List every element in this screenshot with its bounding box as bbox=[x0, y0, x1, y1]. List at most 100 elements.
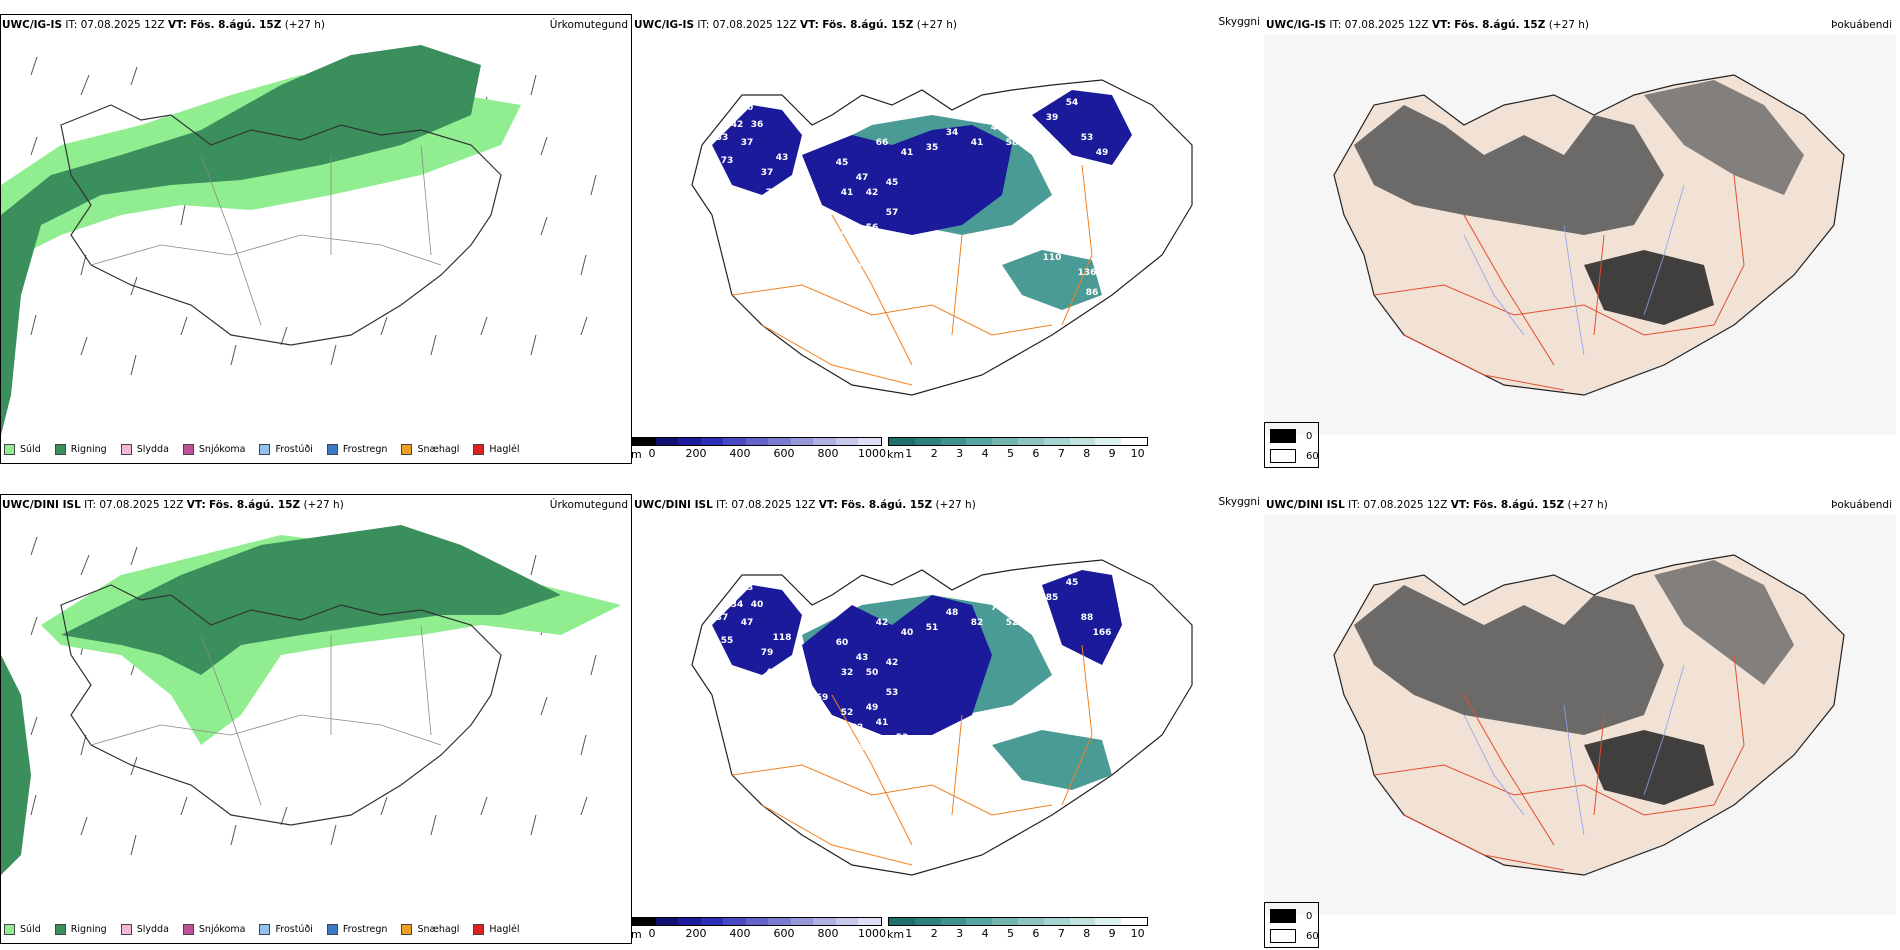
ceiling-value-label: 87 bbox=[856, 263, 869, 273]
colorbar-step bbox=[992, 438, 1018, 445]
ceiling-value-label: 53 bbox=[896, 733, 909, 743]
ceiling-value-label: 60 bbox=[836, 638, 849, 648]
ceiling-value-label: 85 bbox=[1046, 593, 1059, 603]
precip-legend-swatch bbox=[182, 444, 194, 455]
ceiling-value-label: 41 bbox=[901, 148, 914, 158]
colorbar-tick: 9 bbox=[1108, 927, 1116, 940]
colorbar-step bbox=[723, 438, 746, 445]
ceiling-value-label: 42 bbox=[876, 618, 889, 628]
fog-legend-label-0: 0 bbox=[1306, 910, 1313, 922]
precip-panel-top: UWC/IG-IS IT: 07.08.2025 12Z VT: Fös. 8.… bbox=[0, 10, 632, 465]
colorbar-tick: 0 bbox=[648, 447, 656, 460]
fog-dark-south bbox=[1584, 250, 1714, 325]
ceiling-colorbar-ticks: 0 200 400 600 800 1000 bbox=[632, 447, 887, 460]
panel-header: UWC/IG-IS IT: 07.08.2025 12Z VT: Fös. 8.… bbox=[2, 19, 325, 31]
ceiling-value-label: 42 bbox=[886, 658, 899, 668]
ceiling-value-label: 53 bbox=[886, 688, 899, 698]
ceiling-area-ne bbox=[1032, 90, 1132, 165]
colorbar-tick: 600 bbox=[773, 927, 795, 940]
precip-legend-label: Snæhagl bbox=[417, 924, 460, 935]
colorbar-step bbox=[940, 918, 967, 925]
vis-colorbar: 1 2 3 4 5 6 7 8 9 10 km bbox=[887, 437, 1148, 461]
precip-legend-swatch bbox=[54, 924, 66, 935]
model-name: UWC/IG-IS bbox=[2, 19, 63, 31]
colorbar-step bbox=[858, 438, 882, 445]
precip-legend-label: Snjókoma bbox=[198, 444, 246, 455]
colorbar-step bbox=[1095, 918, 1122, 925]
ceiling-value-label: 70 bbox=[741, 103, 754, 113]
lead-time: (+27 h) bbox=[916, 19, 958, 31]
ceiling-value-label: 86 bbox=[1086, 288, 1099, 298]
ceiling-value-label: 69 bbox=[1021, 118, 1034, 128]
model-name: UWC/DINI ISL bbox=[2, 499, 81, 511]
fog-dark-north bbox=[1354, 585, 1664, 735]
model-name: UWC/IG-IS bbox=[634, 19, 695, 31]
colorbar-step bbox=[940, 438, 967, 445]
precip-legend-label: Haglél bbox=[489, 924, 520, 935]
rain-area bbox=[1, 45, 481, 435]
vt-value: Fös. 8.ágú. 15Z bbox=[1473, 499, 1565, 511]
ceiling-value-label: 73 bbox=[721, 156, 734, 166]
fog-legend-label-60: 60 bbox=[1306, 930, 1319, 942]
ceiling-value-label: 75 bbox=[786, 658, 799, 668]
ceiling-unit: m bbox=[631, 928, 642, 941]
iceland-coast bbox=[60, 104, 502, 346]
vis-colorbar-ticks: 1 2 3 4 5 6 7 8 9 10 bbox=[888, 447, 1148, 460]
ceiling-value-label: 88 bbox=[1081, 613, 1094, 623]
ceiling-value-label: 47 bbox=[876, 238, 889, 248]
precip-legend-item: Súld bbox=[4, 444, 41, 455]
precip-legend-label: Rigning bbox=[70, 444, 107, 455]
vt-prefix: VT: bbox=[1450, 499, 1470, 511]
precip-legend-swatch bbox=[259, 924, 271, 935]
ceiling-value-label: 56 bbox=[866, 223, 879, 233]
ceiling-value-label: 49 bbox=[866, 703, 879, 713]
precip-legend-swatch bbox=[4, 444, 15, 455]
colorbar-tick: 200 bbox=[685, 927, 707, 940]
vis-title: Skyggni bbox=[1218, 496, 1261, 508]
precip-legend-swatch bbox=[259, 444, 271, 455]
ceiling-value-label: 34 bbox=[946, 128, 959, 138]
colorbar-tick: 3 bbox=[956, 447, 964, 460]
precip-legend-label: Rigning bbox=[70, 924, 107, 935]
ceiling-value-label: 45 bbox=[886, 178, 899, 188]
colorbar-step bbox=[655, 438, 679, 445]
it-value: 07.08.2025 12Z bbox=[712, 19, 797, 31]
colorbar-step bbox=[813, 918, 836, 925]
panel-header: UWC/IG-IS IT: 07.08.2025 12Z VT: Fös. 8.… bbox=[634, 19, 957, 31]
colorbar-step bbox=[768, 918, 791, 925]
ceiling-colorbar: 0 200 400 600 800 1000 m bbox=[631, 437, 887, 461]
colorbar-step bbox=[768, 438, 791, 445]
ceiling-value-label: 47 bbox=[741, 618, 754, 628]
precip-legend-item: Frostúði bbox=[259, 444, 313, 455]
vt-value: Fös. 8.ágú. 15Z bbox=[1454, 19, 1546, 31]
colorbar-step bbox=[1017, 438, 1044, 445]
rain-area-sw bbox=[1, 655, 31, 875]
ceiling-area-ne bbox=[1042, 570, 1122, 665]
colorbar-step bbox=[633, 918, 656, 925]
vis-colorbar: 1 2 3 4 5 6 7 8 9 10 km bbox=[887, 917, 1148, 941]
precip-legend-label: Súld bbox=[20, 444, 41, 455]
ceiling-value-label: 40 bbox=[901, 628, 914, 638]
precip-legend-swatch bbox=[401, 924, 413, 935]
visibility-area-east bbox=[992, 730, 1112, 790]
ceiling-value-label: 82 bbox=[971, 618, 984, 628]
it-prefix: IT: bbox=[697, 19, 710, 31]
precip-frame bbox=[0, 494, 632, 944]
ceiling-value-label: 59 bbox=[816, 693, 829, 703]
ceiling-value-label: 45 bbox=[836, 158, 849, 168]
precip-title: Úrkomutegund bbox=[549, 499, 628, 511]
precip-legend-item: Frostregn bbox=[326, 444, 387, 455]
roads-red bbox=[1373, 654, 1745, 871]
fog-legend-label-60: 60 bbox=[1306, 450, 1319, 462]
colorbar-step bbox=[914, 438, 941, 445]
ceiling-value-label: 75 bbox=[766, 188, 779, 198]
ceiling-value-label: 39 bbox=[1046, 113, 1059, 123]
ceiling-value-label: 47 bbox=[856, 173, 869, 183]
colorbar-step bbox=[1017, 918, 1044, 925]
vt-prefix: VT: bbox=[1431, 19, 1451, 31]
vis-colorbar-bar bbox=[888, 437, 1148, 446]
colorbar-step bbox=[835, 438, 859, 445]
vis-unit: km bbox=[887, 928, 905, 941]
vt-value: Fös. 8.ágú. 15Z bbox=[841, 499, 933, 511]
